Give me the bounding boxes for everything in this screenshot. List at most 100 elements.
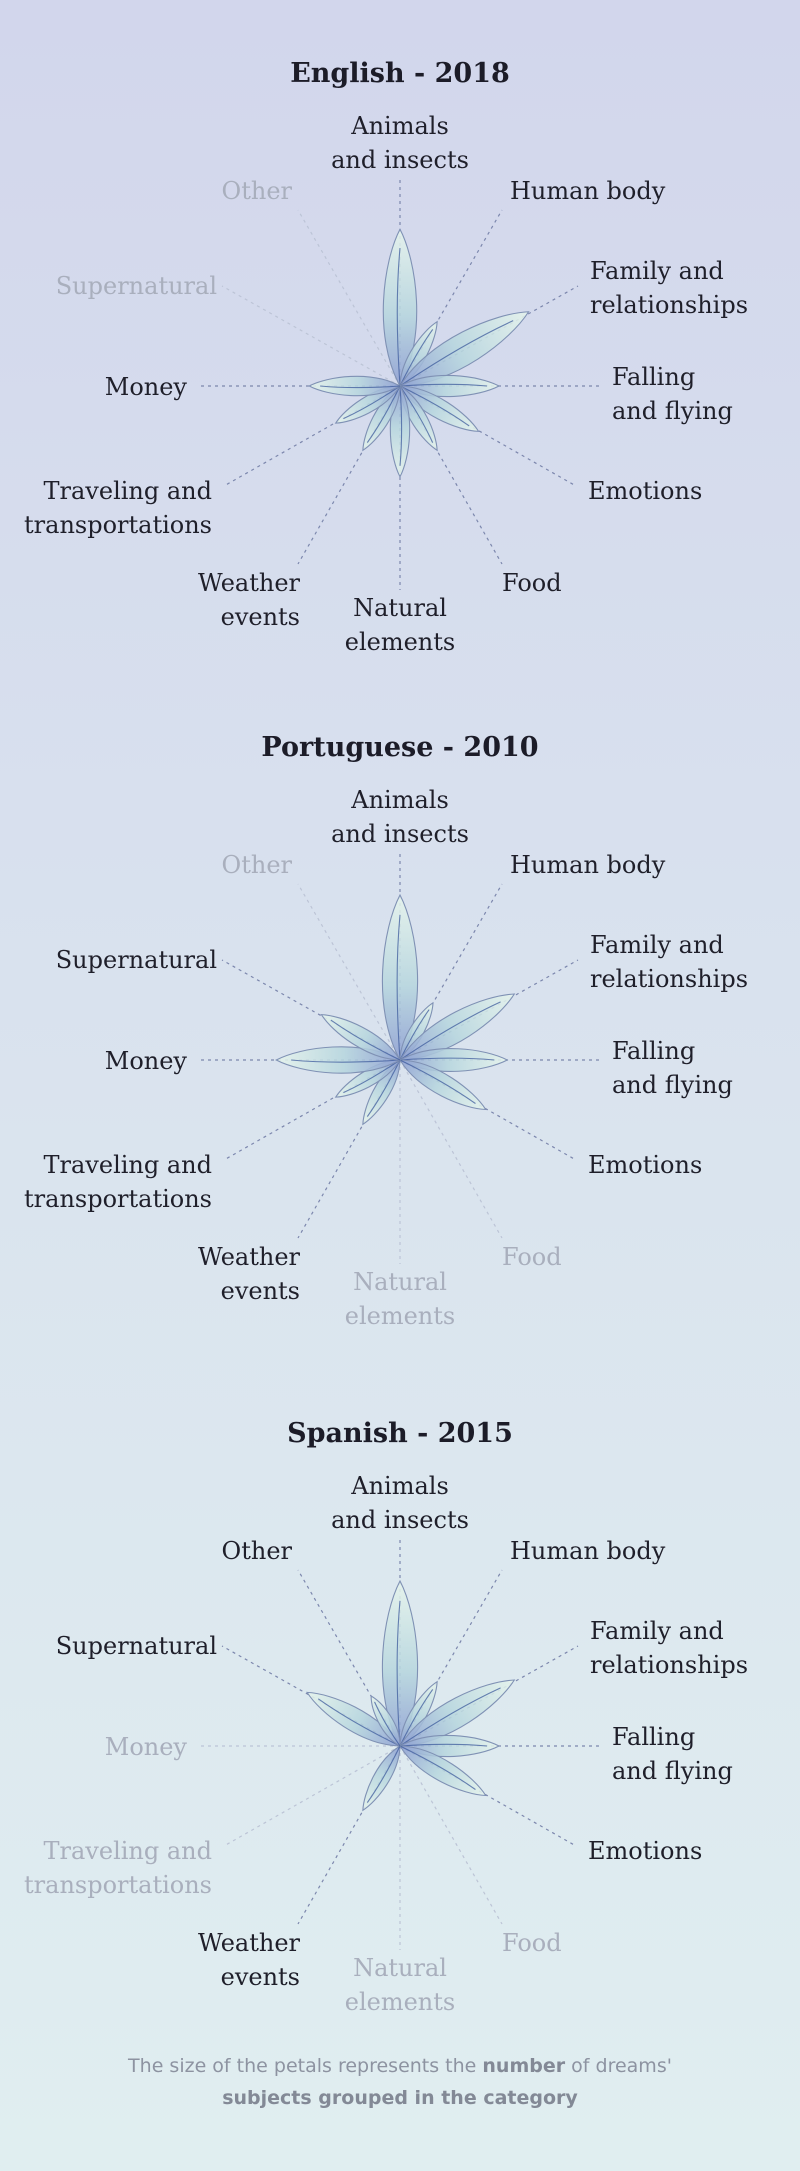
spoke-weather-events <box>297 1745 401 1925</box>
label-weather-events: Weather events <box>198 1243 301 1305</box>
label-line: Supernatural <box>56 272 217 300</box>
label-supernatural: Supernatural <box>56 272 217 300</box>
spoke-food <box>399 1059 503 1239</box>
label-line: Family and <box>590 1617 724 1645</box>
spoke-food <box>399 385 503 565</box>
petal-vein <box>366 385 401 443</box>
petal-vein <box>374 1701 401 1747</box>
petal-animals-and-insects <box>381 1579 419 1748</box>
label-weather-events: Weather events <box>198 1929 301 1991</box>
petal-supernatural <box>306 1691 401 1747</box>
label-line: Emotions <box>588 477 702 505</box>
petal-vein <box>317 1698 401 1747</box>
label-human-body: Human body <box>510 851 666 879</box>
petal-vein <box>396 914 401 1061</box>
label-traveling-and-transportations: Traveling and transportations <box>24 477 212 539</box>
label-line: Emotions <box>588 1151 702 1179</box>
label-line: Food <box>502 1929 562 1957</box>
label-money: Money <box>105 1733 188 1761</box>
petals <box>308 228 530 478</box>
petal-money <box>275 1046 402 1074</box>
label-money: Money <box>105 1047 188 1075</box>
label-line: Weather <box>198 1929 301 1957</box>
petal-vein <box>399 383 488 387</box>
label-line: Animals <box>350 112 449 140</box>
label-line: Human body <box>510 177 666 205</box>
label-line: Natural <box>353 594 447 622</box>
label-line: Animals <box>350 786 449 814</box>
spoke-human-body <box>399 1569 503 1747</box>
petal-shape <box>399 1745 487 1797</box>
label-line: Weather <box>198 1243 301 1271</box>
label-human-body: Human body <box>510 177 666 205</box>
petal-vein <box>399 1687 501 1747</box>
label-line: Money <box>105 1733 188 1761</box>
label-line: Food <box>502 569 562 597</box>
petal-vein <box>399 329 434 387</box>
petal-shape <box>382 228 418 388</box>
petals <box>306 1579 516 1812</box>
petal-vein <box>396 1600 401 1747</box>
footnote-line-1: The size of the petals represents the nu… <box>0 2050 800 2082</box>
label-weather-events: Weather events <box>198 569 301 631</box>
label-line: and insects <box>331 146 469 174</box>
petal-other <box>370 1695 401 1747</box>
petal-vein <box>343 1059 401 1094</box>
petal-vein <box>399 1001 501 1061</box>
label-line: events <box>221 603 300 631</box>
label-animals-and-insects: Animals and insects <box>331 112 469 174</box>
label-line: Other <box>222 177 293 205</box>
petal-shape <box>399 1059 487 1111</box>
label-line: Falling <box>612 1037 695 1065</box>
label-other: Other <box>222 851 293 879</box>
label-line: events <box>221 1963 300 1991</box>
label-falling-and-flying: Falling and flying <box>612 1037 733 1099</box>
spoke-family-and-relationships <box>399 285 579 387</box>
label-line: elements <box>345 1302 455 1330</box>
spoke-food <box>399 1745 503 1925</box>
label-line: transportations <box>24 1871 212 1899</box>
label-line: Emotions <box>588 1837 702 1865</box>
petal-vein <box>330 1019 401 1061</box>
label-human-body: Human body <box>510 1537 666 1565</box>
label-line: Money <box>105 1047 188 1075</box>
petal-money <box>308 375 402 397</box>
petal-vein <box>320 385 401 389</box>
label-line: Food <box>502 1243 562 1271</box>
label-line: Family and <box>590 931 724 959</box>
label-natural-elements: Natural elements <box>345 1268 455 1330</box>
spoke-human-body <box>399 209 503 387</box>
label-line: relationships <box>590 291 748 319</box>
label-line: transportations <box>24 511 212 539</box>
label-line: Traveling and <box>44 477 212 505</box>
petal-vein <box>399 1743 488 1747</box>
spoke-emotions <box>399 1745 577 1847</box>
label-family-and-relationships: Family and relationships <box>590 1617 748 1679</box>
chart-title: Spanish - 2015 <box>287 1418 513 1449</box>
charts-root: English - 2018 Animals and insects Human bo… <box>24 58 748 2016</box>
petal-shape <box>399 311 530 387</box>
label-natural-elements: Natural elements <box>345 594 455 656</box>
label-emotions: Emotions <box>588 477 702 505</box>
label-line: and flying <box>612 1757 733 1785</box>
label-line: Natural <box>353 1954 447 1982</box>
label-family-and-relationships: Family and relationships <box>590 257 748 319</box>
petals <box>275 893 516 1126</box>
petal-shape <box>370 1695 401 1747</box>
label-emotions: Emotions <box>588 1151 702 1179</box>
footnote: The size of the petals represents the nu… <box>0 2050 800 2114</box>
label-food: Food <box>502 1243 562 1271</box>
label-supernatural: Supernatural <box>56 946 217 974</box>
petal-supernatural <box>320 1014 401 1061</box>
petal-family-and-relationships <box>399 311 530 387</box>
spoke-traveling-and-transportations <box>223 1745 401 1847</box>
label-line: Human body <box>510 1537 666 1565</box>
label-line: Supernatural <box>56 946 217 974</box>
footnote-text-1: The size of the petals represents the <box>128 2055 483 2077</box>
label-food: Food <box>502 1929 562 1957</box>
label-line: Falling <box>612 1723 695 1751</box>
petal-shape <box>381 893 419 1062</box>
label-line: elements <box>345 628 455 656</box>
label-money: Money <box>105 373 188 401</box>
label-line: elements <box>345 1988 455 2016</box>
